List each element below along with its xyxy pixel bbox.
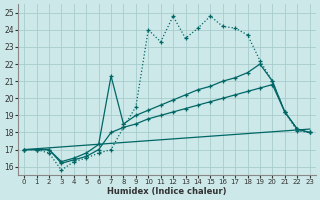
- X-axis label: Humidex (Indice chaleur): Humidex (Indice chaleur): [107, 187, 227, 196]
